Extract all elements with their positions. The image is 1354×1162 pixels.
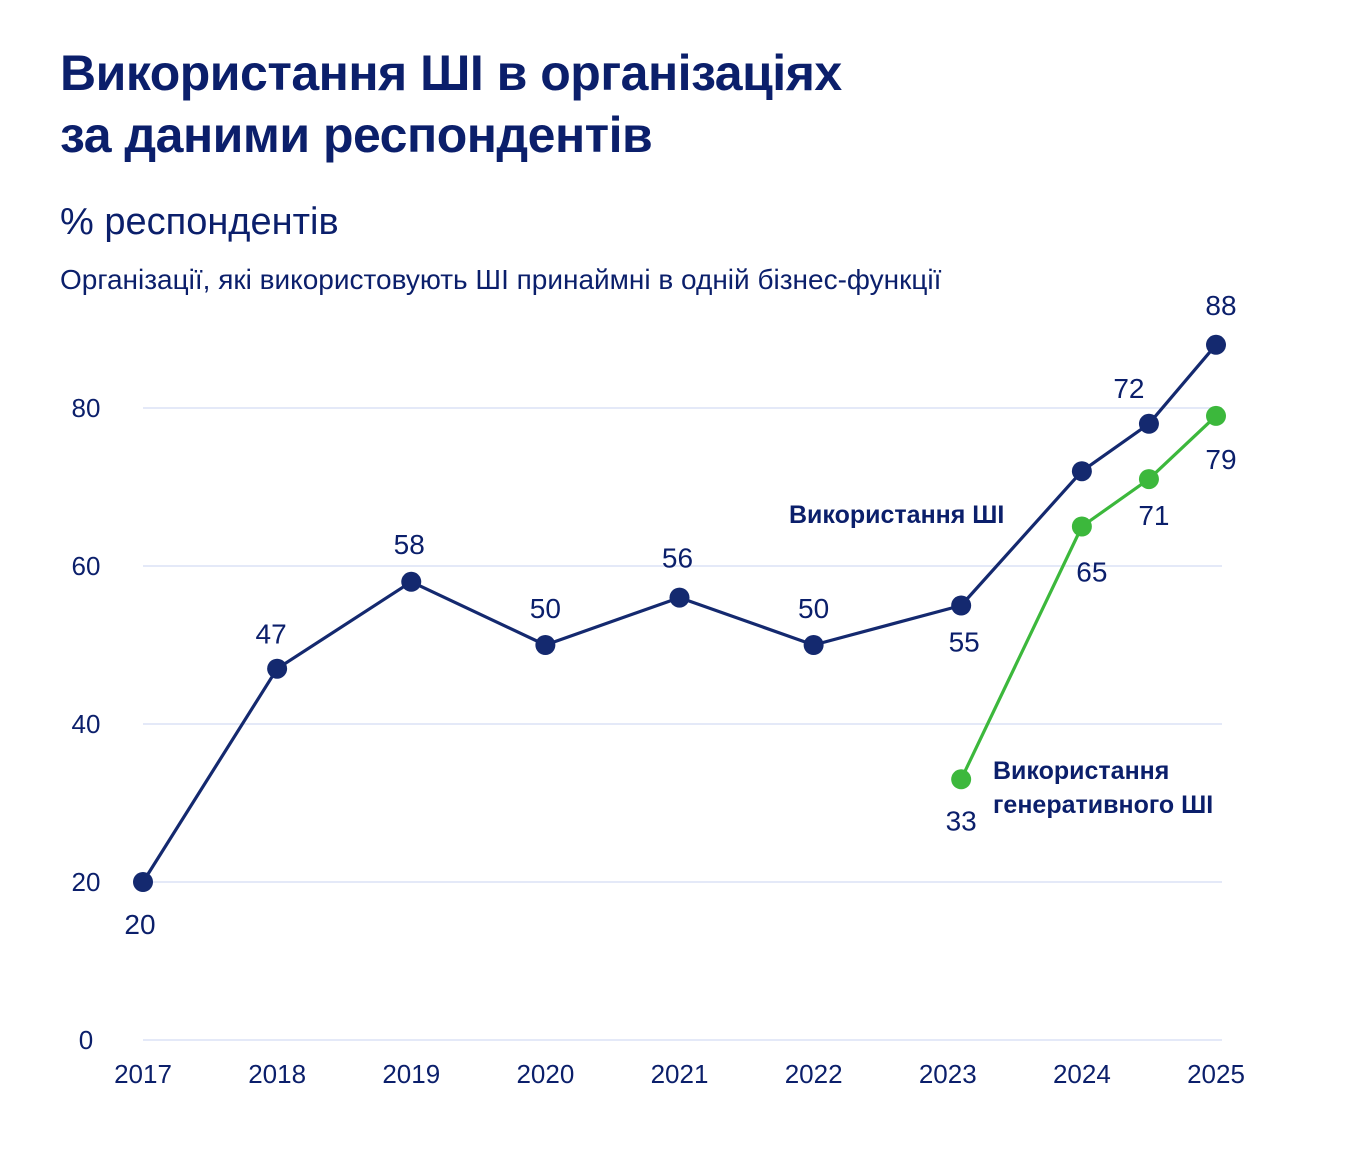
chart-note: Організації, які використовують ШІ прина… xyxy=(60,264,942,295)
series-line-2 xyxy=(959,414,1218,781)
chart-title-line-2: за даними респондентів xyxy=(60,107,653,163)
series-line-1 xyxy=(141,343,1218,884)
data-label: 72 xyxy=(1113,373,1144,404)
x-tick-label: 2019 xyxy=(382,1059,440,1089)
y-tick-label: 60 xyxy=(72,551,101,581)
data-point xyxy=(951,595,972,616)
data-point xyxy=(1206,334,1226,355)
data-label: 56 xyxy=(662,543,693,574)
data-label: 47 xyxy=(256,619,287,650)
y-tick-label: 20 xyxy=(72,867,101,897)
x-tick-label: 2018 xyxy=(248,1059,306,1089)
y-tick-label: 80 xyxy=(72,393,101,423)
x-tick-label: 2017 xyxy=(114,1059,172,1089)
data-point xyxy=(267,658,288,679)
data-label: 79 xyxy=(1205,444,1236,475)
y-tick-label: 40 xyxy=(72,709,101,739)
data-point xyxy=(535,635,556,655)
y-tick-label: 0 xyxy=(79,1025,93,1055)
data-label: 33 xyxy=(946,805,977,836)
data-point xyxy=(803,635,824,655)
data-label: 50 xyxy=(798,593,829,624)
data-point xyxy=(669,587,690,608)
x-tick-label: 2020 xyxy=(516,1059,574,1089)
data-labels: 20 47 58 50 56 50 55 72 88 33 65 71 79 xyxy=(124,290,1236,940)
x-tick-label: 2022 xyxy=(785,1059,843,1089)
x-tick-label: 2025 xyxy=(1187,1059,1245,1089)
data-point xyxy=(1071,516,1092,537)
data-label: 50 xyxy=(530,593,561,624)
chart-title-line-1: Використання ШІ в організаціях xyxy=(60,45,842,101)
data-label: 55 xyxy=(949,627,980,658)
data-label: 65 xyxy=(1076,557,1107,588)
data-point xyxy=(1138,413,1159,434)
data-label: 58 xyxy=(394,529,425,560)
x-tick-label: 2023 xyxy=(919,1059,977,1089)
series-name-genai-use: генеративного ШІ xyxy=(993,791,1213,819)
data-label: 20 xyxy=(124,909,155,940)
gridlines xyxy=(143,407,1222,1041)
series-name-ai-use: Використання ШІ xyxy=(789,501,1004,529)
data-point xyxy=(133,872,153,892)
data-label: 88 xyxy=(1205,290,1236,321)
series-layer xyxy=(133,334,1226,892)
data-point xyxy=(1138,469,1159,490)
data-point xyxy=(1206,405,1226,426)
data-point xyxy=(401,571,422,592)
x-tick-label: 2021 xyxy=(651,1059,709,1089)
x-tick-label: 2024 xyxy=(1053,1059,1111,1089)
series-names: Використання ШІ Використання генеративного… xyxy=(789,501,1213,819)
data-label: 71 xyxy=(1138,500,1169,531)
chart-subtitle: % респондентів xyxy=(60,201,339,243)
data-point xyxy=(951,769,972,790)
x-axis-ticks: 2017 2018 2019 2020 2021 2022 2023 2024 2025 xyxy=(114,1059,1245,1089)
y-axis-ticks: 0 20 40 60 80 xyxy=(72,393,101,1055)
data-point xyxy=(1071,461,1092,482)
chart-title: Використання ШІ в організаціях за даними… xyxy=(60,42,842,166)
series-name-genai-use: Використання xyxy=(993,757,1169,785)
